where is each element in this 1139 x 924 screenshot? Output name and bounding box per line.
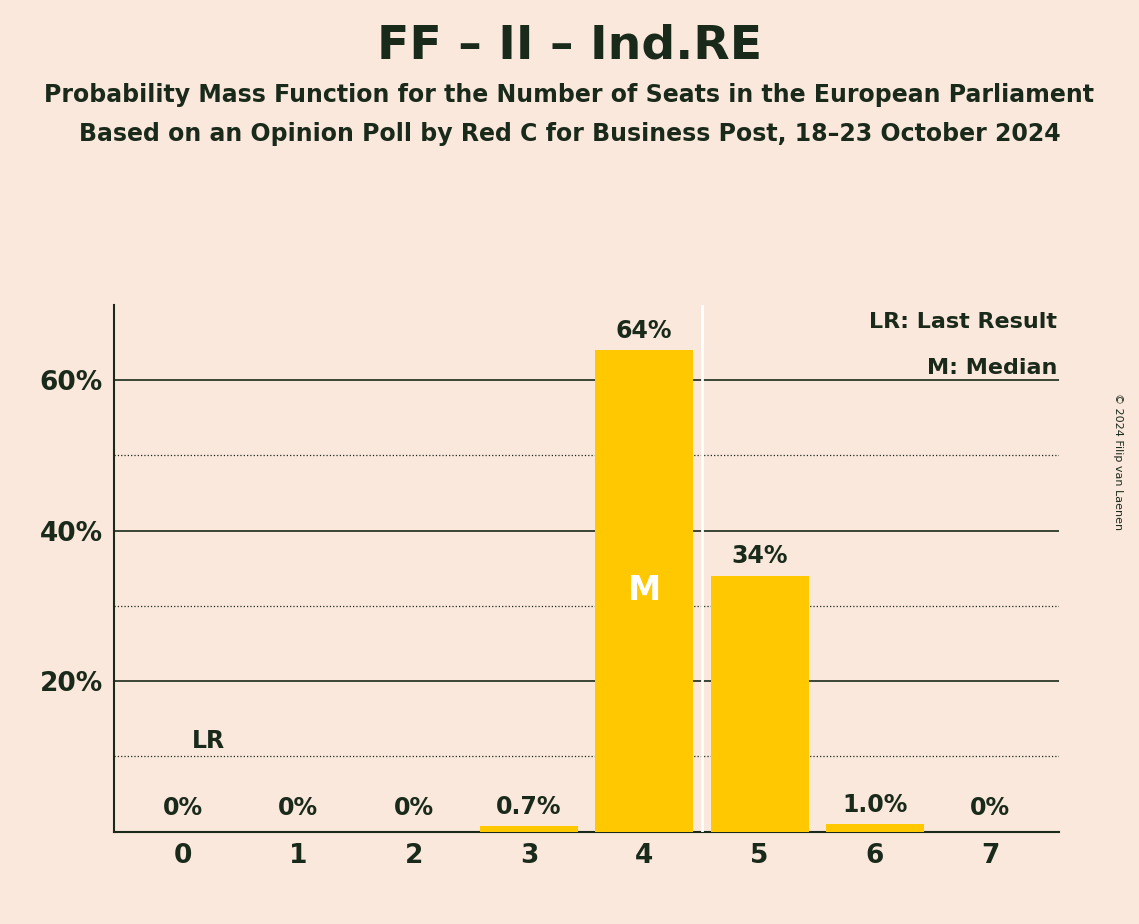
Bar [596,350,694,832]
Text: 34%: 34% [731,544,788,568]
Text: 0.7%: 0.7% [497,795,562,819]
Text: LR: Last Result: LR: Last Result [869,312,1057,333]
Text: 0%: 0% [970,796,1010,821]
Text: 0%: 0% [394,796,434,821]
Text: M: M [628,575,661,607]
Text: © 2024 Filip van Laenen: © 2024 Filip van Laenen [1114,394,1123,530]
Text: Probability Mass Function for the Number of Seats in the European Parliament: Probability Mass Function for the Number… [44,83,1095,107]
Text: FF – II – Ind.RE: FF – II – Ind.RE [377,23,762,68]
Bar [826,824,924,832]
Text: 0%: 0% [163,796,203,821]
Text: Based on an Opinion Poll by Red C for Business Post, 18–23 October 2024: Based on an Opinion Poll by Red C for Bu… [79,122,1060,146]
Bar [711,576,809,832]
Text: 64%: 64% [616,319,672,343]
Text: LR: LR [192,729,226,752]
Text: 1.0%: 1.0% [842,793,908,817]
Text: 0%: 0% [278,796,319,821]
Text: M: Median: M: Median [927,358,1057,378]
Bar [480,826,577,832]
